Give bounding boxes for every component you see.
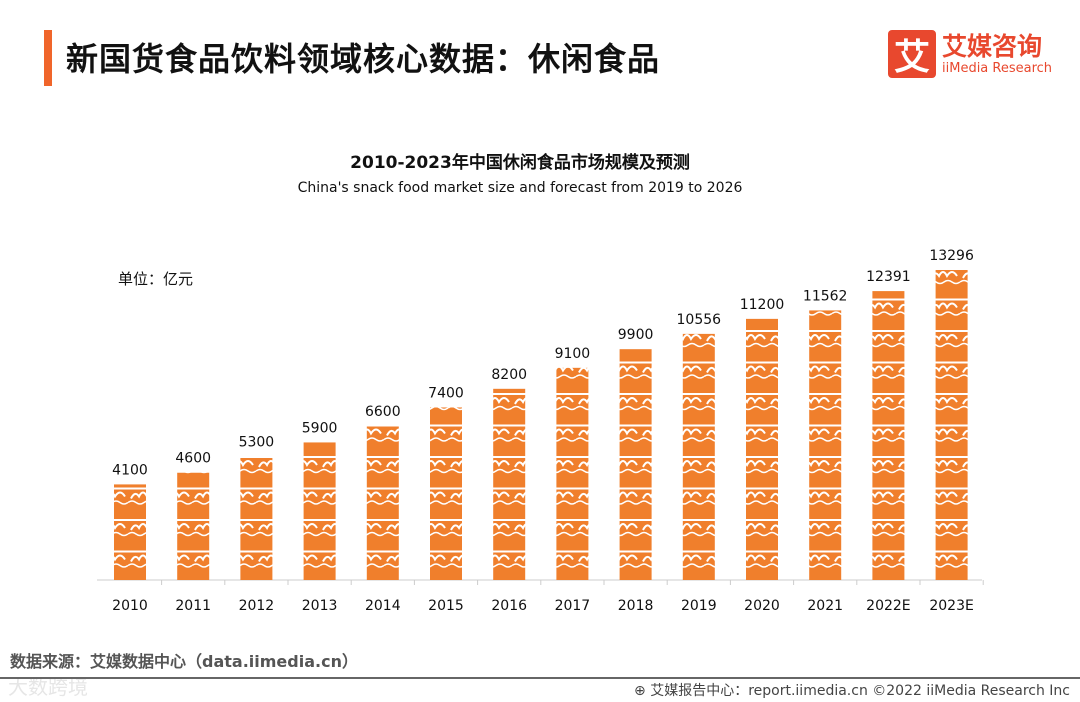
footer-copyright: ⊕ 艾媒报告中心：report.iimedia.cn ©2022 iiMedia… xyxy=(634,680,1070,700)
x-tick-2016: 2016 xyxy=(491,598,527,614)
data-label-2016: 8200 xyxy=(491,367,527,383)
data-label-2013: 5900 xyxy=(302,420,338,436)
bar-2016 xyxy=(493,388,526,580)
x-tick-2017: 2017 xyxy=(555,598,591,614)
data-label-2019: 10556 xyxy=(677,312,722,328)
bar-2019 xyxy=(682,333,715,580)
data-label-2018: 9900 xyxy=(618,327,654,343)
data-label-2014: 6600 xyxy=(365,404,401,420)
unit-label: 单位：亿元 xyxy=(118,270,194,288)
bar-2015 xyxy=(430,407,462,580)
bar-chart: 4100 2010 4600 2011 5300 2012 5900 2013 6600 2014… xyxy=(97,248,984,614)
bar-2020 xyxy=(746,318,778,580)
x-tick-2011: 2011 xyxy=(175,598,211,614)
x-tick-2010: 2010 xyxy=(112,598,148,614)
bar-2013 xyxy=(303,442,336,580)
bar-2022E xyxy=(872,291,905,580)
globe-icon: ⊕ xyxy=(634,683,651,699)
x-tick-2021: 2021 xyxy=(807,598,843,614)
logo-cn: 艾媒咨询 xyxy=(942,31,1043,61)
title-accent-bar xyxy=(44,30,52,86)
logo-mark: 艾 xyxy=(888,30,936,78)
chart-title: 2010-2023年中国休闲食品市场规模及预测 xyxy=(350,153,690,173)
copyright-text: 艾媒报告中心：report.iimedia.cn ©2022 iiMedia R… xyxy=(650,683,1070,699)
data-label-2011: 4600 xyxy=(175,451,211,467)
page-title: 新国货食品饮料领域核心数据：休闲食品 xyxy=(66,40,661,78)
logo-en: iiMedia Research xyxy=(942,60,1053,76)
x-tick-2022E: 2022E xyxy=(866,598,910,614)
data-source: 数据来源：艾媒数据中心（data.iimedia.cn） xyxy=(10,652,358,671)
x-tick-2013: 2013 xyxy=(302,598,338,614)
chart-subtitle: China's snack food market size and forec… xyxy=(297,180,743,196)
data-label-2012: 5300 xyxy=(239,434,275,450)
data-label-2010: 4100 xyxy=(112,462,148,478)
x-tick-2019: 2019 xyxy=(681,598,717,614)
data-label-2023E: 13296 xyxy=(929,248,974,264)
bar-2017 xyxy=(556,367,589,580)
bar-2018 xyxy=(619,349,652,580)
data-label-2021: 11562 xyxy=(803,288,848,304)
bar-2012 xyxy=(240,456,273,580)
bar-2021 xyxy=(809,310,842,580)
footer-divider xyxy=(0,677,1080,679)
bar-2023E xyxy=(935,270,968,580)
x-tick-2018: 2018 xyxy=(618,598,654,614)
bar-2014 xyxy=(366,426,399,580)
x-tick-2023E: 2023E xyxy=(929,598,973,614)
bar-2010 xyxy=(114,484,146,580)
data-label-2020: 11200 xyxy=(740,297,785,313)
watermark: 大数跨境 xyxy=(8,675,88,699)
data-label-2017: 9100 xyxy=(555,346,591,362)
data-label-2022E: 12391 xyxy=(866,269,911,285)
x-tick-2012: 2012 xyxy=(239,598,275,614)
x-tick-2015: 2015 xyxy=(428,598,464,614)
iimedia-logo: 艾 艾媒咨询 iiMedia Research xyxy=(888,30,1052,78)
bar-2011 xyxy=(177,472,210,580)
x-tick-2020: 2020 xyxy=(744,598,780,614)
data-label-2015: 7400 xyxy=(428,385,464,401)
x-tick-2014: 2014 xyxy=(365,598,401,614)
